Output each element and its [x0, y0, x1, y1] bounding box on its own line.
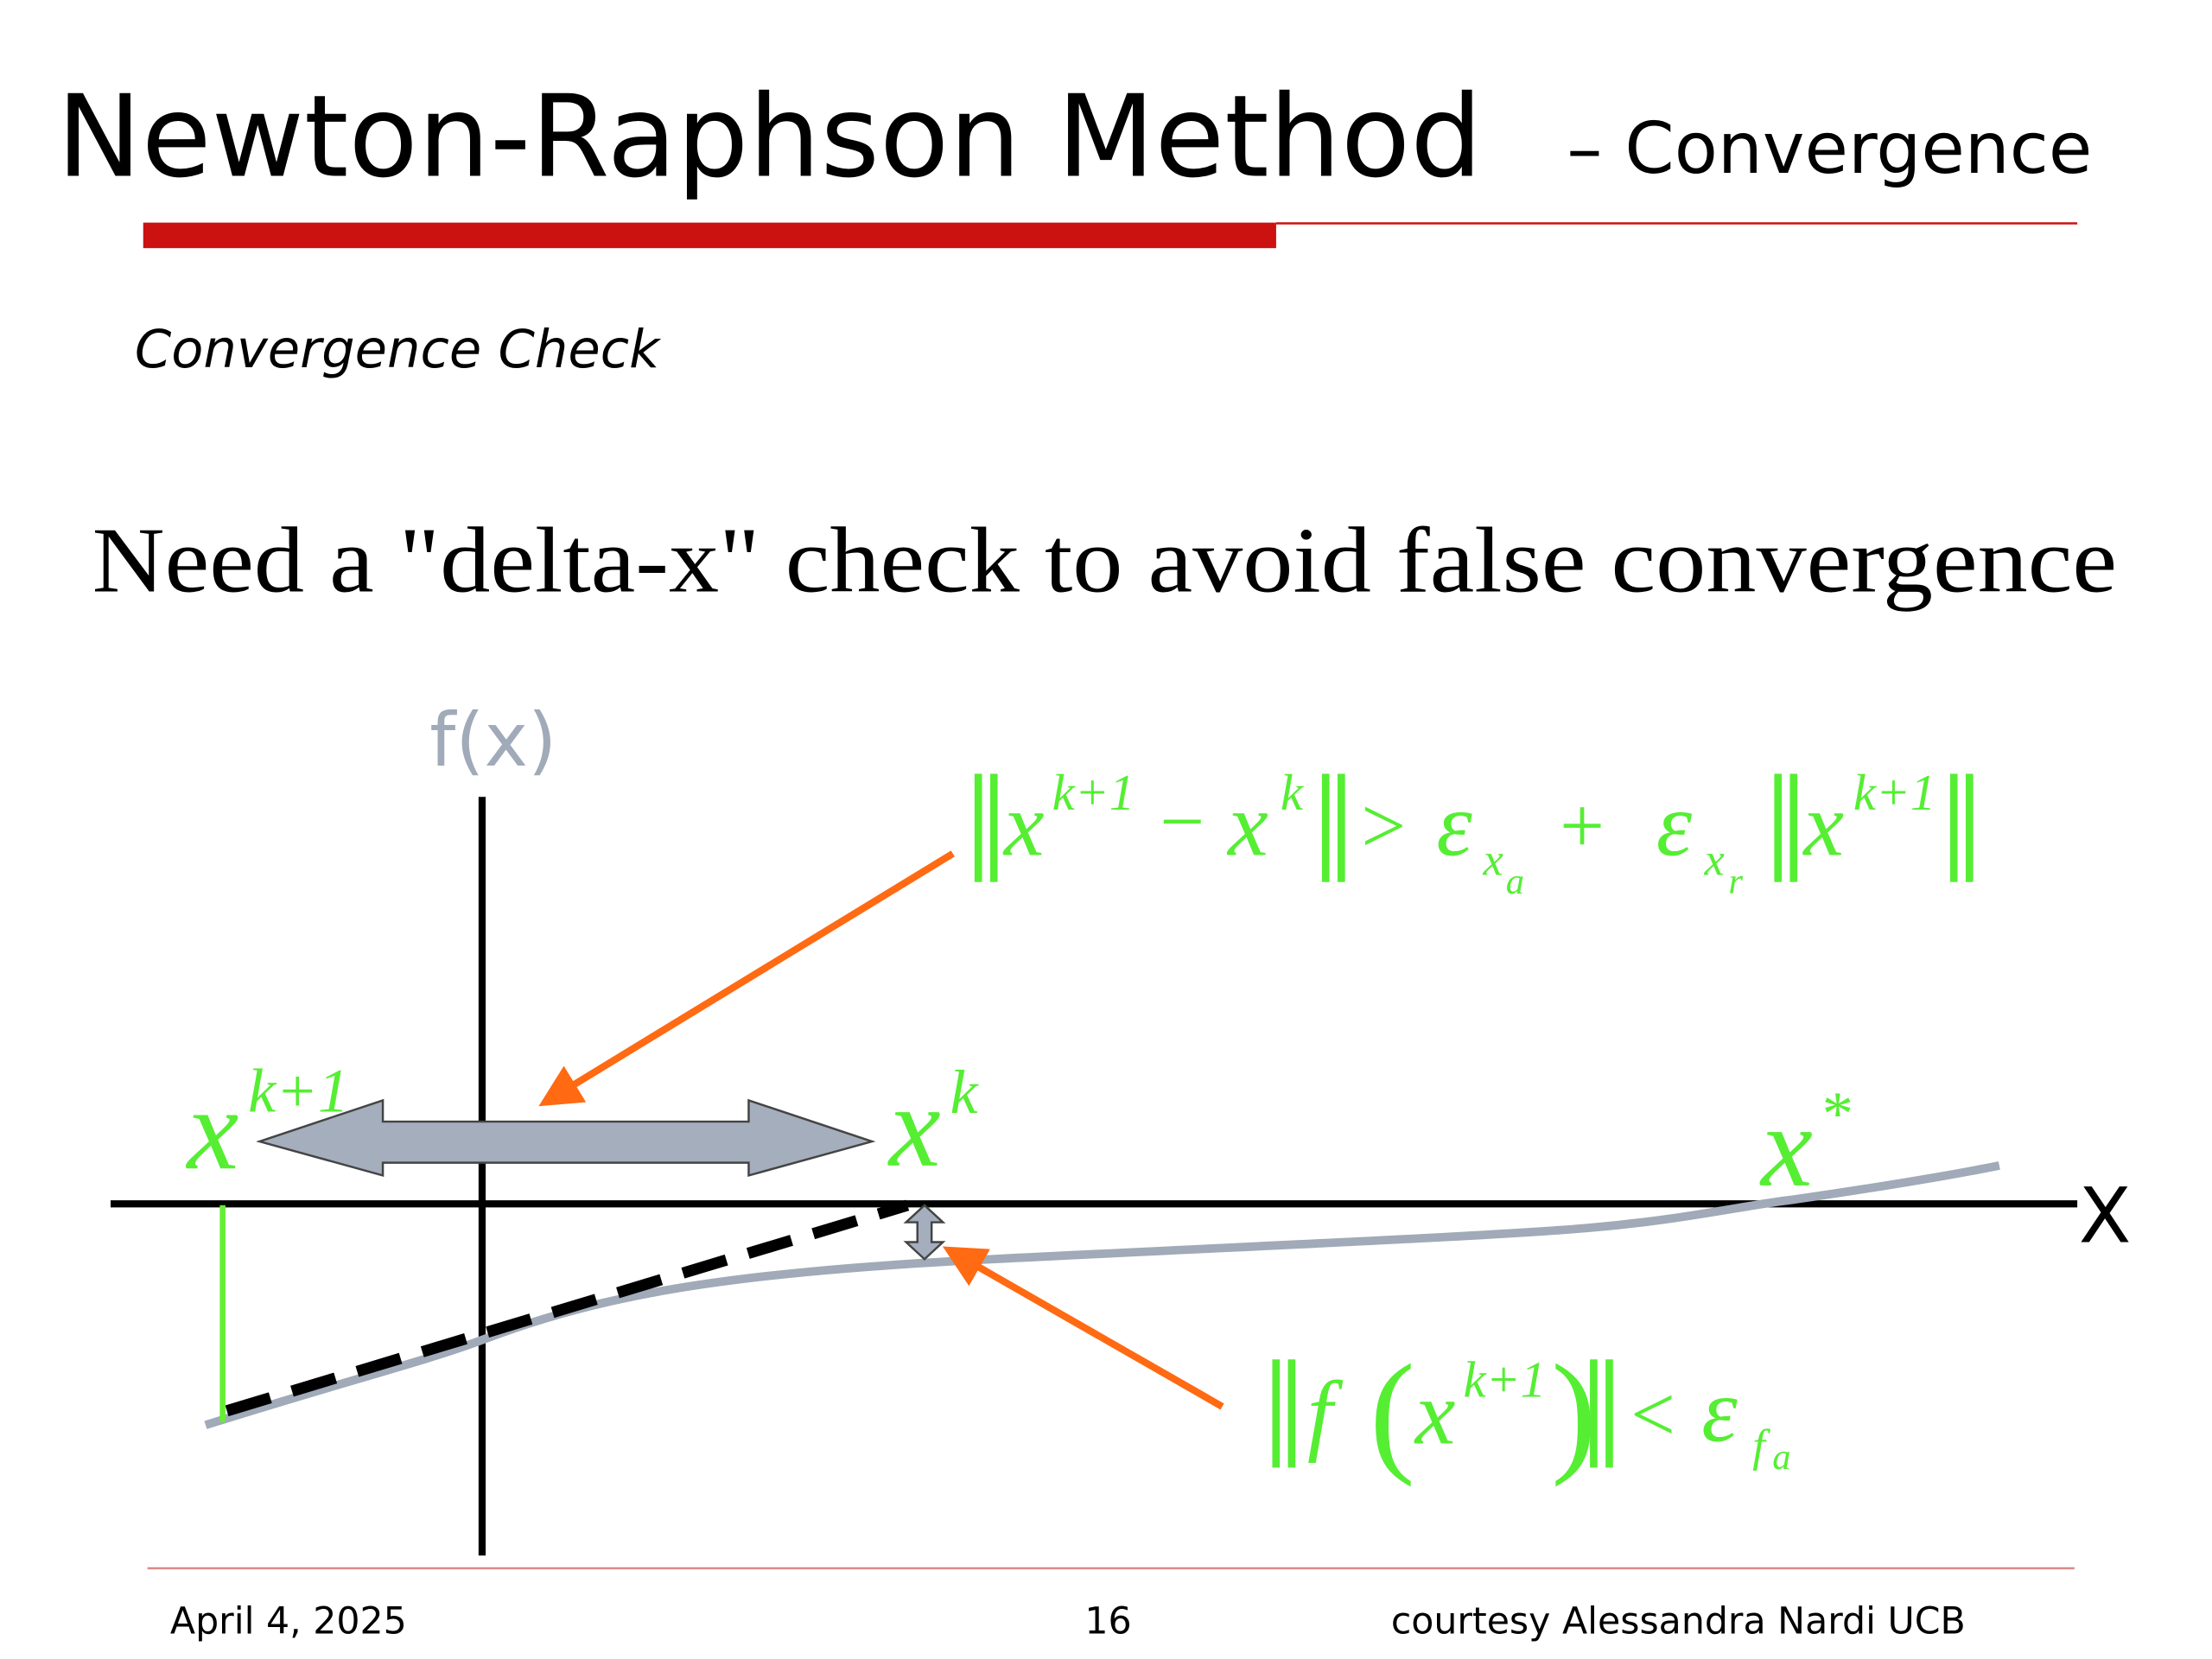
title-bar — [143, 222, 1276, 249]
x-axis-label: X — [2079, 1172, 2132, 1261]
operator: − — [1160, 777, 1205, 865]
x-curr-label: x — [887, 1063, 941, 1192]
paren: ) — [1551, 1338, 1596, 1488]
function-curve — [204, 1161, 2000, 1429]
footer-date: April 4, 2025 — [170, 1599, 407, 1643]
operator: < — [1630, 1370, 1675, 1458]
x-star-label: x — [1759, 1083, 1813, 1211]
y-axis-label: f(x) — [429, 698, 556, 784]
superscript: k+1 — [1464, 1351, 1547, 1408]
symbol: x — [1226, 774, 1268, 875]
operator: + — [1560, 781, 1605, 869]
norm-bar: ‖ — [1940, 744, 1984, 917]
subscript: x — [1704, 836, 1725, 886]
delta-x-arrow — [256, 1098, 876, 1178]
page-number: 16 — [1084, 1599, 1131, 1643]
symbol: x — [1802, 774, 1844, 875]
norm-bar: ‖ — [1764, 744, 1808, 917]
symbol: x — [1414, 1363, 1456, 1464]
norm-bar: ‖ — [964, 744, 1008, 917]
symbol: x — [1002, 774, 1045, 875]
subscript: a — [1772, 1437, 1790, 1478]
subscript: r — [1728, 861, 1743, 902]
footer-credit: courtesy Alessandra Nardi UCB — [1391, 1599, 1966, 1643]
x-star-sup: * — [1822, 1079, 1853, 1148]
x-next-sup: k+1 — [248, 1057, 349, 1126]
symbol: ε — [1701, 1359, 1738, 1460]
superscript: k — [1281, 764, 1305, 821]
tangent-line — [225, 1199, 910, 1417]
x-curr-sup: k — [950, 1058, 979, 1127]
section-label: Convergence Check — [135, 320, 662, 380]
norm-bar: ‖ — [1312, 744, 1356, 917]
norm-bar: ‖ — [1262, 1329, 1306, 1502]
subscript: x — [1483, 836, 1503, 886]
superscript: k+1 — [1853, 764, 1936, 821]
pointer-arrow — [538, 850, 955, 1107]
superscript: k+1 — [1052, 764, 1135, 821]
title: Newton-Raphson Method — [57, 70, 1483, 202]
heading: Need a "delta-x" check to avoid false co… — [92, 508, 2117, 612]
residual-arrow — [903, 1204, 946, 1261]
pointer-arrow — [942, 1246, 1224, 1410]
x-next-label: x — [186, 1065, 239, 1194]
norm-bar: ‖ — [1580, 1329, 1624, 1502]
operator: > — [1361, 781, 1406, 869]
subscript: a — [1506, 861, 1524, 902]
delta-x-condition: ‖ x k+1 − x k ‖ > ε x a + ε x r ‖ x k+1 … — [964, 744, 1984, 917]
symbol: ε — [1656, 774, 1693, 875]
symbol: ε — [1436, 774, 1472, 875]
paren: ( — [1370, 1338, 1414, 1488]
title-suffix: – Convergence — [1567, 108, 2092, 190]
